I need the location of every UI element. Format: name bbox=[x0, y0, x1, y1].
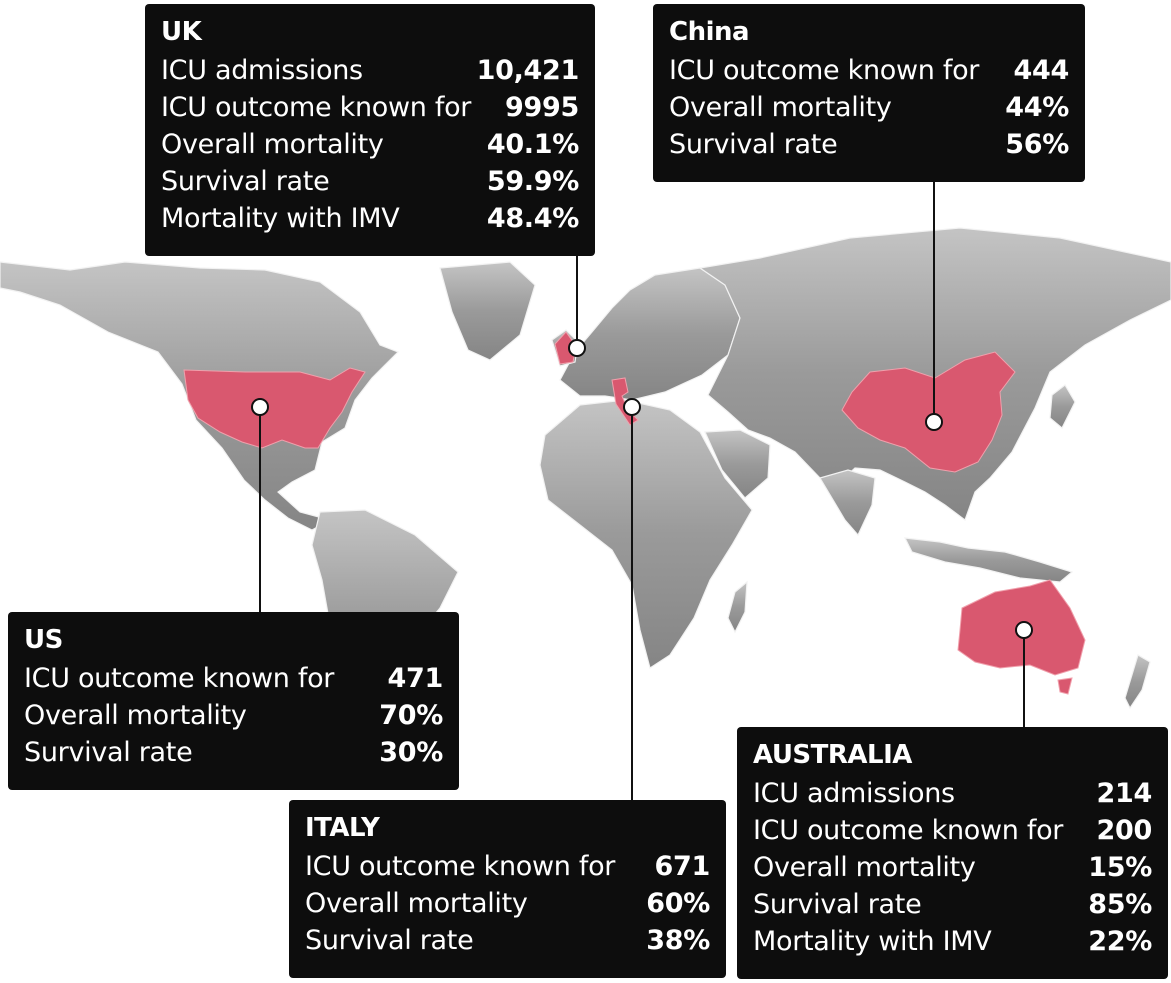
india-landmass bbox=[819, 469, 876, 537]
stat-label: Survival rate bbox=[305, 925, 474, 956]
stat-value: 30% bbox=[379, 737, 443, 768]
stat-row: Survival rate 56% bbox=[669, 126, 1069, 163]
stat-row: ICU admissions 214 bbox=[753, 775, 1152, 812]
stat-value: 70% bbox=[379, 700, 443, 731]
stat-value: 44% bbox=[1005, 92, 1069, 123]
indonesia-landmass bbox=[903, 537, 1074, 583]
stat-label: Overall mortality bbox=[24, 700, 247, 731]
stat-label: Overall mortality bbox=[753, 852, 976, 883]
stat-value: 59.9% bbox=[486, 166, 579, 197]
stat-row: Overall mortality 70% bbox=[24, 697, 443, 734]
arabia-landmass bbox=[704, 429, 771, 499]
australia-callout: AUSTRALIA ICU admissions 214 ICU outcome … bbox=[737, 727, 1168, 979]
stat-value: 15% bbox=[1088, 852, 1152, 883]
us-marker bbox=[251, 398, 269, 416]
stat-label: ICU outcome known for bbox=[753, 815, 1064, 846]
callout-title: China bbox=[669, 17, 750, 47]
australia-marker bbox=[1015, 621, 1033, 639]
new-zealand-landmass bbox=[1124, 654, 1151, 710]
asia-landmass bbox=[698, 227, 1171, 521]
stat-value: 40.1% bbox=[486, 129, 579, 160]
stat-value: 671 bbox=[654, 851, 711, 882]
us-callout: US ICU outcome known for 471 Overall mort… bbox=[8, 612, 459, 790]
china-highlight bbox=[841, 351, 1016, 473]
stat-label: ICU admissions bbox=[161, 55, 363, 86]
stat-row: ICU admissions 10,421 bbox=[161, 52, 579, 89]
stat-value: 471 bbox=[387, 663, 444, 694]
callout-title: UK bbox=[161, 17, 202, 47]
stat-row: Overall mortality 60% bbox=[305, 885, 710, 922]
africa-landmass bbox=[539, 399, 753, 669]
stat-label: ICU outcome known for bbox=[305, 851, 616, 882]
stat-row: Overall mortality 40.1% bbox=[161, 126, 579, 163]
stat-label: Survival rate bbox=[753, 889, 922, 920]
stat-label: Survival rate bbox=[161, 166, 330, 197]
stat-label: ICU admissions bbox=[753, 778, 955, 809]
stat-row: ICU outcome known for 9995 bbox=[161, 89, 579, 126]
stat-value: 38% bbox=[646, 925, 710, 956]
stat-value: 9995 bbox=[505, 92, 579, 123]
italy-marker bbox=[623, 398, 641, 416]
stat-value: 444 bbox=[1013, 55, 1070, 86]
stat-label: Overall mortality bbox=[305, 888, 528, 919]
stat-label: Mortality with IMV bbox=[161, 203, 400, 234]
japan-landmass bbox=[1049, 384, 1076, 429]
stat-row: Mortality with IMV 22% bbox=[753, 923, 1152, 960]
stat-label: ICU outcome known for bbox=[161, 92, 472, 123]
stat-label: ICU outcome known for bbox=[24, 663, 335, 694]
stat-label: Survival rate bbox=[669, 129, 838, 160]
stat-row: ICU outcome known for 671 bbox=[305, 848, 710, 885]
tasmania-highlight bbox=[1057, 677, 1073, 695]
stat-value: 22% bbox=[1088, 926, 1152, 957]
europe-landmass bbox=[559, 267, 741, 401]
stat-row: Survival rate 38% bbox=[305, 922, 710, 959]
stat-value: 48.4% bbox=[486, 203, 579, 234]
greenland-landmass bbox=[439, 261, 536, 361]
stat-label: Mortality with IMV bbox=[753, 926, 992, 957]
stat-row: ICU outcome known for 200 bbox=[753, 812, 1152, 849]
uk-marker bbox=[568, 339, 586, 357]
stat-row: Overall mortality 15% bbox=[753, 849, 1152, 886]
stat-label: ICU outcome known for bbox=[669, 55, 980, 86]
stat-row: ICU outcome known for 444 bbox=[669, 52, 1069, 89]
callout-title: US bbox=[24, 625, 63, 655]
us-highlight bbox=[183, 367, 366, 449]
stat-row: Mortality with IMV 48.4% bbox=[161, 200, 579, 237]
stat-value: 56% bbox=[1005, 129, 1069, 160]
italy-callout: ITALY ICU outcome known for 671 Overall m… bbox=[289, 800, 726, 978]
stat-value: 85% bbox=[1088, 889, 1152, 920]
stat-row: Survival rate 59.9% bbox=[161, 163, 579, 200]
callout-title: AUSTRALIA bbox=[753, 740, 912, 770]
stat-label: Survival rate bbox=[24, 737, 193, 768]
stat-row: Survival rate 85% bbox=[753, 886, 1152, 923]
stat-label: Overall mortality bbox=[669, 92, 892, 123]
callout-title: ITALY bbox=[305, 813, 380, 843]
uk-callout: UK ICU admissions 10,421 ICU outcome know… bbox=[145, 4, 595, 256]
madagascar-landmass bbox=[727, 580, 748, 634]
stat-label: Overall mortality bbox=[161, 129, 384, 160]
stat-row: ICU outcome known for 471 bbox=[24, 660, 443, 697]
stat-value: 200 bbox=[1096, 815, 1153, 846]
stat-row: Overall mortality 44% bbox=[669, 89, 1069, 126]
stat-value: 214 bbox=[1096, 778, 1153, 809]
stat-value: 10,421 bbox=[476, 55, 580, 86]
china-marker bbox=[925, 413, 943, 431]
china-callout: China ICU outcome known for 444 Overall m… bbox=[653, 4, 1085, 182]
stat-row: Survival rate 30% bbox=[24, 734, 443, 771]
stat-value: 60% bbox=[646, 888, 710, 919]
